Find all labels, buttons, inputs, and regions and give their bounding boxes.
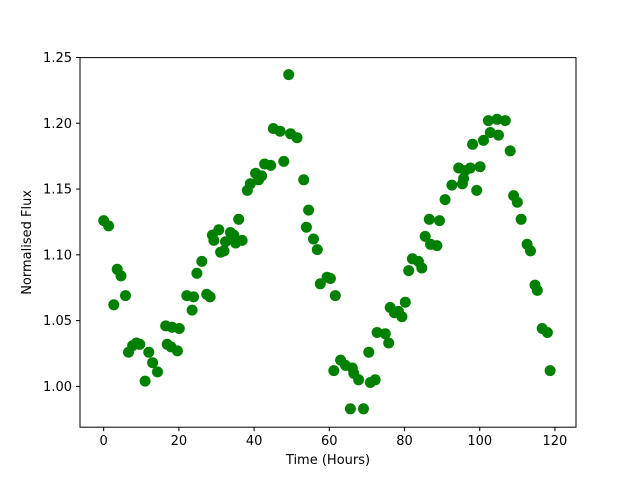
scatter-point <box>423 213 435 225</box>
scatter-point <box>171 345 183 357</box>
scatter-point <box>478 134 489 146</box>
y-tick-label: 1.20 <box>43 117 72 132</box>
scatter-point <box>103 220 115 232</box>
scatter-point <box>311 244 323 256</box>
scatter-point <box>152 366 163 378</box>
scatter-point <box>108 299 120 311</box>
scatter-point <box>474 161 486 173</box>
y-tick-label: 1.00 <box>43 380 72 395</box>
scatter-point <box>120 290 131 302</box>
y-tick-label: 1.05 <box>43 314 72 329</box>
x-tick-label: 100 <box>467 434 492 449</box>
scatter-point <box>344 403 356 415</box>
scatter-point <box>196 255 208 267</box>
scatter-point <box>504 145 516 157</box>
scatter-point <box>300 221 312 233</box>
scatter-point <box>464 162 476 174</box>
scatter-point <box>256 170 268 182</box>
scatter-point <box>283 69 295 81</box>
scatter-point <box>186 304 198 316</box>
scatter-point <box>525 245 536 257</box>
scatter-point <box>191 267 203 279</box>
y-tick-label: 1.10 <box>43 248 72 263</box>
x-tick-label: 20 <box>171 434 188 449</box>
scatter-point <box>329 290 341 302</box>
scatter-point <box>416 262 428 274</box>
scatter-point <box>403 265 415 277</box>
scatter-point <box>278 155 290 167</box>
scatter-point <box>274 125 286 137</box>
x-tick-label: 0 <box>100 434 108 449</box>
scatter-point <box>314 278 326 290</box>
scatter-point <box>208 234 220 246</box>
scatter-point <box>491 113 503 125</box>
scatter-point <box>515 213 527 225</box>
scatter-point <box>493 129 504 141</box>
scatter-point <box>363 346 375 358</box>
scatter-point <box>531 284 543 296</box>
scatter-point <box>139 375 151 387</box>
scatter-point <box>399 296 411 308</box>
scatter-point <box>265 159 277 171</box>
scatter-point <box>134 338 146 350</box>
scatter-point <box>188 291 200 303</box>
scatter-point <box>482 115 494 127</box>
scatter-point <box>218 245 230 257</box>
scatter-point <box>143 346 155 358</box>
y-tick-label: 1.25 <box>43 51 72 66</box>
scatter-point <box>147 357 159 369</box>
scatter-point <box>328 365 340 377</box>
y-axis-label: Normalised Flux <box>20 190 35 295</box>
x-tick-label: 120 <box>543 434 568 449</box>
scatter-point <box>439 194 451 206</box>
scatter-point <box>541 327 553 338</box>
scatter-point <box>446 179 458 191</box>
scatter-point <box>379 328 391 340</box>
scatter-point <box>467 138 479 150</box>
scatter-point <box>383 337 395 349</box>
scatter-point <box>419 230 431 242</box>
scatter-point <box>353 374 365 386</box>
scatter-point <box>511 196 523 208</box>
x-tick-label: 80 <box>396 434 413 449</box>
x-tick-label: 40 <box>246 434 263 449</box>
x-axis-label: Time (Hours) <box>285 453 370 468</box>
scatter-point <box>298 174 310 186</box>
scatter-point <box>173 323 185 334</box>
scatter-point <box>308 233 319 245</box>
scatter-point <box>431 240 443 252</box>
x-tick-label: 60 <box>321 434 338 449</box>
scatter-point <box>544 365 556 377</box>
scatter-point <box>213 224 225 236</box>
scatter-point <box>434 215 445 227</box>
scatter-point <box>396 311 408 323</box>
scatter-point <box>471 184 483 196</box>
scatter-point <box>324 273 336 284</box>
scatter-point <box>220 236 231 248</box>
scatter-point <box>236 234 248 246</box>
scatter-point <box>303 204 315 216</box>
scatter-point <box>244 178 256 190</box>
scatter-point <box>233 213 245 225</box>
scatter-point <box>291 132 303 144</box>
scatter-point <box>369 374 381 386</box>
plot-frame <box>79 57 577 428</box>
scatter-point <box>204 291 216 303</box>
scatter-point <box>371 327 383 338</box>
scatter-point <box>115 270 127 282</box>
scatter-point <box>499 115 511 127</box>
scatter-point <box>358 403 369 415</box>
y-tick-label: 1.15 <box>43 183 72 198</box>
